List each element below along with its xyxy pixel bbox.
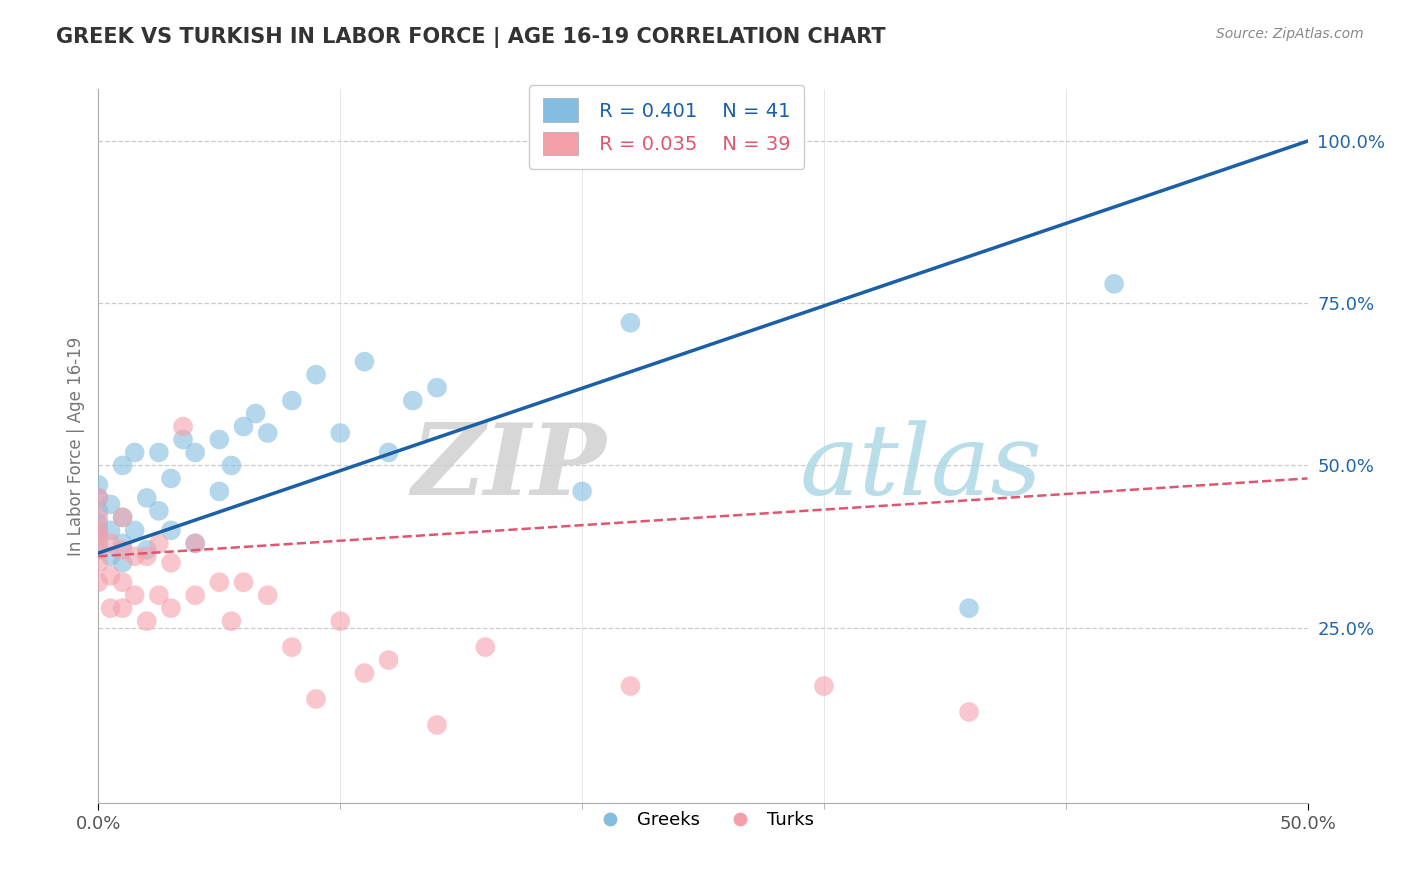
Point bbox=[87, 536, 110, 550]
Point bbox=[957, 705, 980, 719]
Point bbox=[619, 316, 641, 330]
Point bbox=[111, 575, 134, 590]
Text: GREEK VS TURKISH IN LABOR FORCE | AGE 16-19 CORRELATION CHART: GREEK VS TURKISH IN LABOR FORCE | AGE 16… bbox=[56, 27, 886, 48]
Point bbox=[208, 484, 231, 499]
Point bbox=[135, 549, 157, 564]
Point bbox=[245, 407, 267, 421]
Point bbox=[87, 478, 110, 492]
Legend: Greeks, Turks: Greeks, Turks bbox=[585, 805, 821, 837]
Point bbox=[256, 425, 278, 440]
Point bbox=[87, 516, 110, 531]
Point bbox=[571, 484, 593, 499]
Point bbox=[184, 445, 207, 459]
Point bbox=[87, 530, 110, 544]
Point bbox=[135, 542, 157, 557]
Point bbox=[111, 510, 134, 524]
Point bbox=[172, 419, 194, 434]
Point bbox=[221, 458, 243, 473]
Point bbox=[172, 433, 194, 447]
Point bbox=[329, 614, 352, 628]
Point bbox=[353, 666, 375, 681]
Point bbox=[87, 524, 110, 538]
Point bbox=[208, 433, 231, 447]
Point bbox=[377, 653, 399, 667]
Point bbox=[426, 718, 449, 732]
Point bbox=[87, 491, 110, 505]
Point bbox=[87, 524, 110, 538]
Point bbox=[160, 556, 183, 570]
Point bbox=[221, 614, 243, 628]
Text: atlas: atlas bbox=[800, 420, 1042, 515]
Point bbox=[111, 542, 134, 557]
Text: ZIP: ZIP bbox=[412, 419, 606, 516]
Point bbox=[184, 536, 207, 550]
Point bbox=[87, 504, 110, 518]
Point bbox=[160, 524, 183, 538]
Point bbox=[87, 556, 110, 570]
Point bbox=[100, 497, 122, 511]
Point bbox=[329, 425, 352, 440]
Point bbox=[208, 575, 231, 590]
Point bbox=[100, 601, 122, 615]
Point bbox=[353, 354, 375, 368]
Point bbox=[160, 601, 183, 615]
Point bbox=[813, 679, 835, 693]
Point bbox=[184, 536, 207, 550]
Point bbox=[160, 471, 183, 485]
Point bbox=[148, 536, 170, 550]
Point bbox=[148, 504, 170, 518]
Point bbox=[232, 575, 254, 590]
Point bbox=[1102, 277, 1125, 291]
Point bbox=[100, 549, 122, 564]
Point bbox=[87, 542, 110, 557]
Point bbox=[135, 614, 157, 628]
Point bbox=[232, 419, 254, 434]
Point bbox=[100, 524, 122, 538]
Point bbox=[148, 445, 170, 459]
Point bbox=[305, 692, 328, 706]
Point bbox=[135, 491, 157, 505]
Point bbox=[111, 458, 134, 473]
Point bbox=[100, 568, 122, 582]
Point bbox=[124, 588, 146, 602]
Point bbox=[281, 393, 304, 408]
Point bbox=[377, 445, 399, 459]
Point bbox=[148, 588, 170, 602]
Point bbox=[87, 510, 110, 524]
Point bbox=[87, 575, 110, 590]
Point bbox=[124, 524, 146, 538]
Point bbox=[619, 679, 641, 693]
Point bbox=[474, 640, 496, 654]
Point bbox=[281, 640, 304, 654]
Point bbox=[87, 491, 110, 505]
Point bbox=[957, 601, 980, 615]
Point bbox=[426, 381, 449, 395]
Text: Source: ZipAtlas.com: Source: ZipAtlas.com bbox=[1216, 27, 1364, 41]
Point bbox=[124, 549, 146, 564]
Point bbox=[305, 368, 328, 382]
Point bbox=[124, 445, 146, 459]
Point bbox=[256, 588, 278, 602]
Y-axis label: In Labor Force | Age 16-19: In Labor Force | Age 16-19 bbox=[66, 336, 84, 556]
Point bbox=[402, 393, 425, 408]
Point bbox=[111, 510, 134, 524]
Point bbox=[184, 588, 207, 602]
Point bbox=[111, 536, 134, 550]
Point bbox=[100, 536, 122, 550]
Point bbox=[111, 601, 134, 615]
Point bbox=[111, 556, 134, 570]
